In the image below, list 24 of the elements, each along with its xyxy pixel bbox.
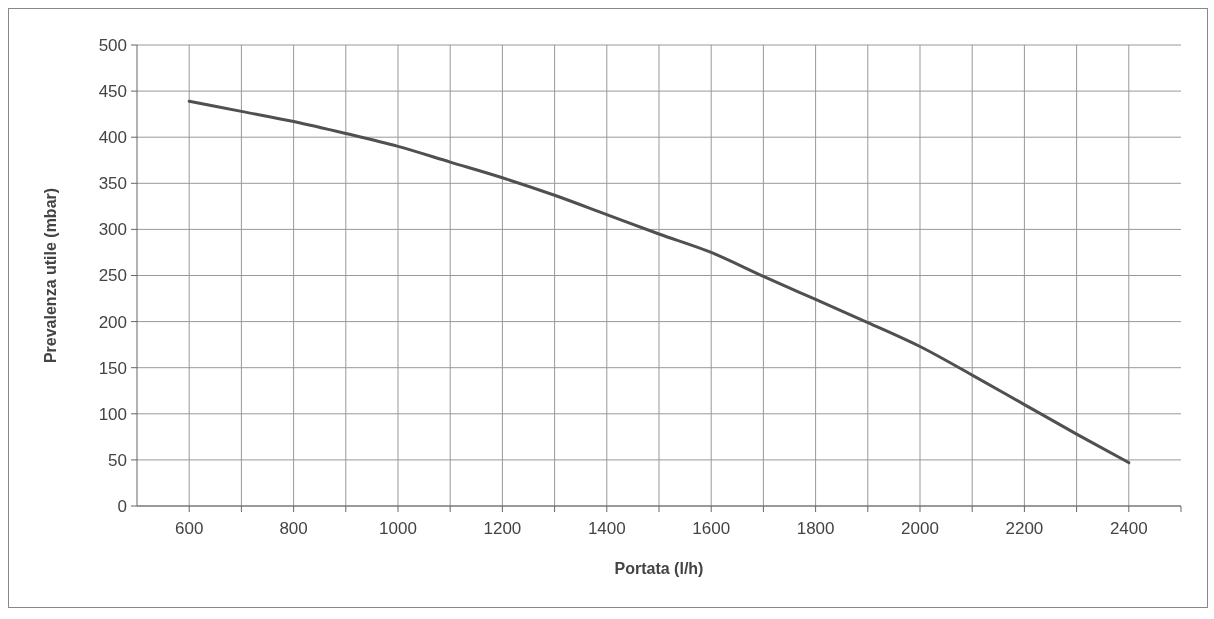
y-tick-label: 350 — [98, 174, 127, 194]
x-tick-label: 1000 — [379, 519, 417, 538]
x-tick-label: 800 — [279, 519, 308, 538]
x-tick-label: 1200 — [483, 519, 522, 538]
x-tick-label: 600 — [175, 519, 204, 538]
y-tick-label: 500 — [98, 35, 127, 55]
y-tick-label: 150 — [98, 358, 127, 378]
y-axis-title: Prevalenza utile (mbar) — [42, 187, 59, 364]
y-tick-label: 200 — [98, 312, 127, 332]
x-tick-label: 1600 — [692, 519, 731, 538]
y-tick-label: 0 — [117, 496, 127, 516]
line-series — [187, 99, 1131, 465]
y-tick-label: 100 — [98, 404, 127, 424]
y-tick-label: 400 — [98, 128, 127, 148]
x-tick-label: 2200 — [1005, 519, 1044, 538]
y-tick-label: 450 — [98, 82, 127, 102]
x-tick-label: 2400 — [1109, 519, 1148, 538]
x-tick-label: 1800 — [796, 519, 835, 538]
y-tick-label: 50 — [108, 450, 127, 470]
x-tick-label: 2000 — [901, 519, 939, 538]
y-tick-label: 300 — [98, 220, 127, 240]
x-tick-label: 1400 — [587, 519, 626, 538]
x-axis-title: Portata (l/h) — [614, 560, 704, 577]
y-tick-label: 250 — [98, 266, 127, 286]
